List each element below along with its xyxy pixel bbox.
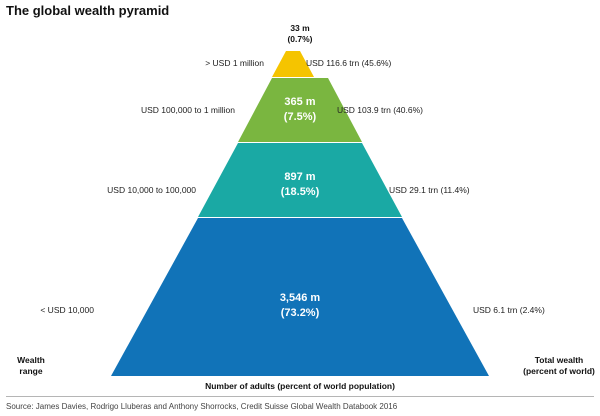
total-wealth-tier-0: USD 116.6 trn (45.6%) [306, 58, 392, 68]
diagram-title: The global wealth pyramid [6, 3, 170, 18]
wealth-range-label: Wealth range [8, 355, 54, 377]
tier-3-adults: 3,546 m [280, 292, 321, 304]
total-wealth-label-line2: (percent of world) [523, 366, 595, 376]
tier-1-adults: 365 m [284, 96, 315, 108]
total-wealth-tier-3: USD 6.1 trn (2.4%) [473, 305, 545, 315]
wealth-range-tier-1: USD 100,000 to 1 million [140, 105, 235, 115]
tier-1-share: (7.5%) [284, 111, 317, 123]
x-axis-label: Number of adults (percent of world popul… [205, 381, 395, 391]
total-wealth-tier-1: USD 103.9 trn (40.6%) [337, 105, 423, 115]
source-note: Source: James Davies, Rodrigo Lluberas a… [6, 402, 398, 411]
pyramid-tier-base [111, 218, 489, 376]
wealth-range-tier-2: USD 10,000 to 100,000 [107, 185, 196, 195]
tier-0-adults: 33 m [290, 23, 310, 33]
pyramid-tier-middle [198, 143, 402, 217]
total-wealth-tier-2: USD 29.1 trn (11.4%) [389, 185, 470, 195]
tier-3-share: (73.2%) [281, 307, 320, 319]
tier-2-adults: 897 m [284, 171, 315, 183]
divider [6, 396, 594, 397]
wealth-range-label-line2: range [19, 366, 43, 376]
tier-2-share: (18.5%) [281, 186, 320, 198]
pyramid-tier-top [272, 51, 314, 77]
total-wealth-label-line1: Total wealth [534, 355, 584, 365]
tier-0-share: (0.7%) [287, 34, 312, 44]
wealth-range-tier-3: < USD 10,000 [40, 305, 94, 315]
wealth-range-label-line1: Wealth [17, 355, 45, 365]
pyramid-tier-upper-middle [238, 78, 362, 142]
wealth-range-tier-0: > USD 1 million [205, 58, 264, 68]
total-wealth-label: Total wealth (percent of world) [519, 355, 599, 377]
